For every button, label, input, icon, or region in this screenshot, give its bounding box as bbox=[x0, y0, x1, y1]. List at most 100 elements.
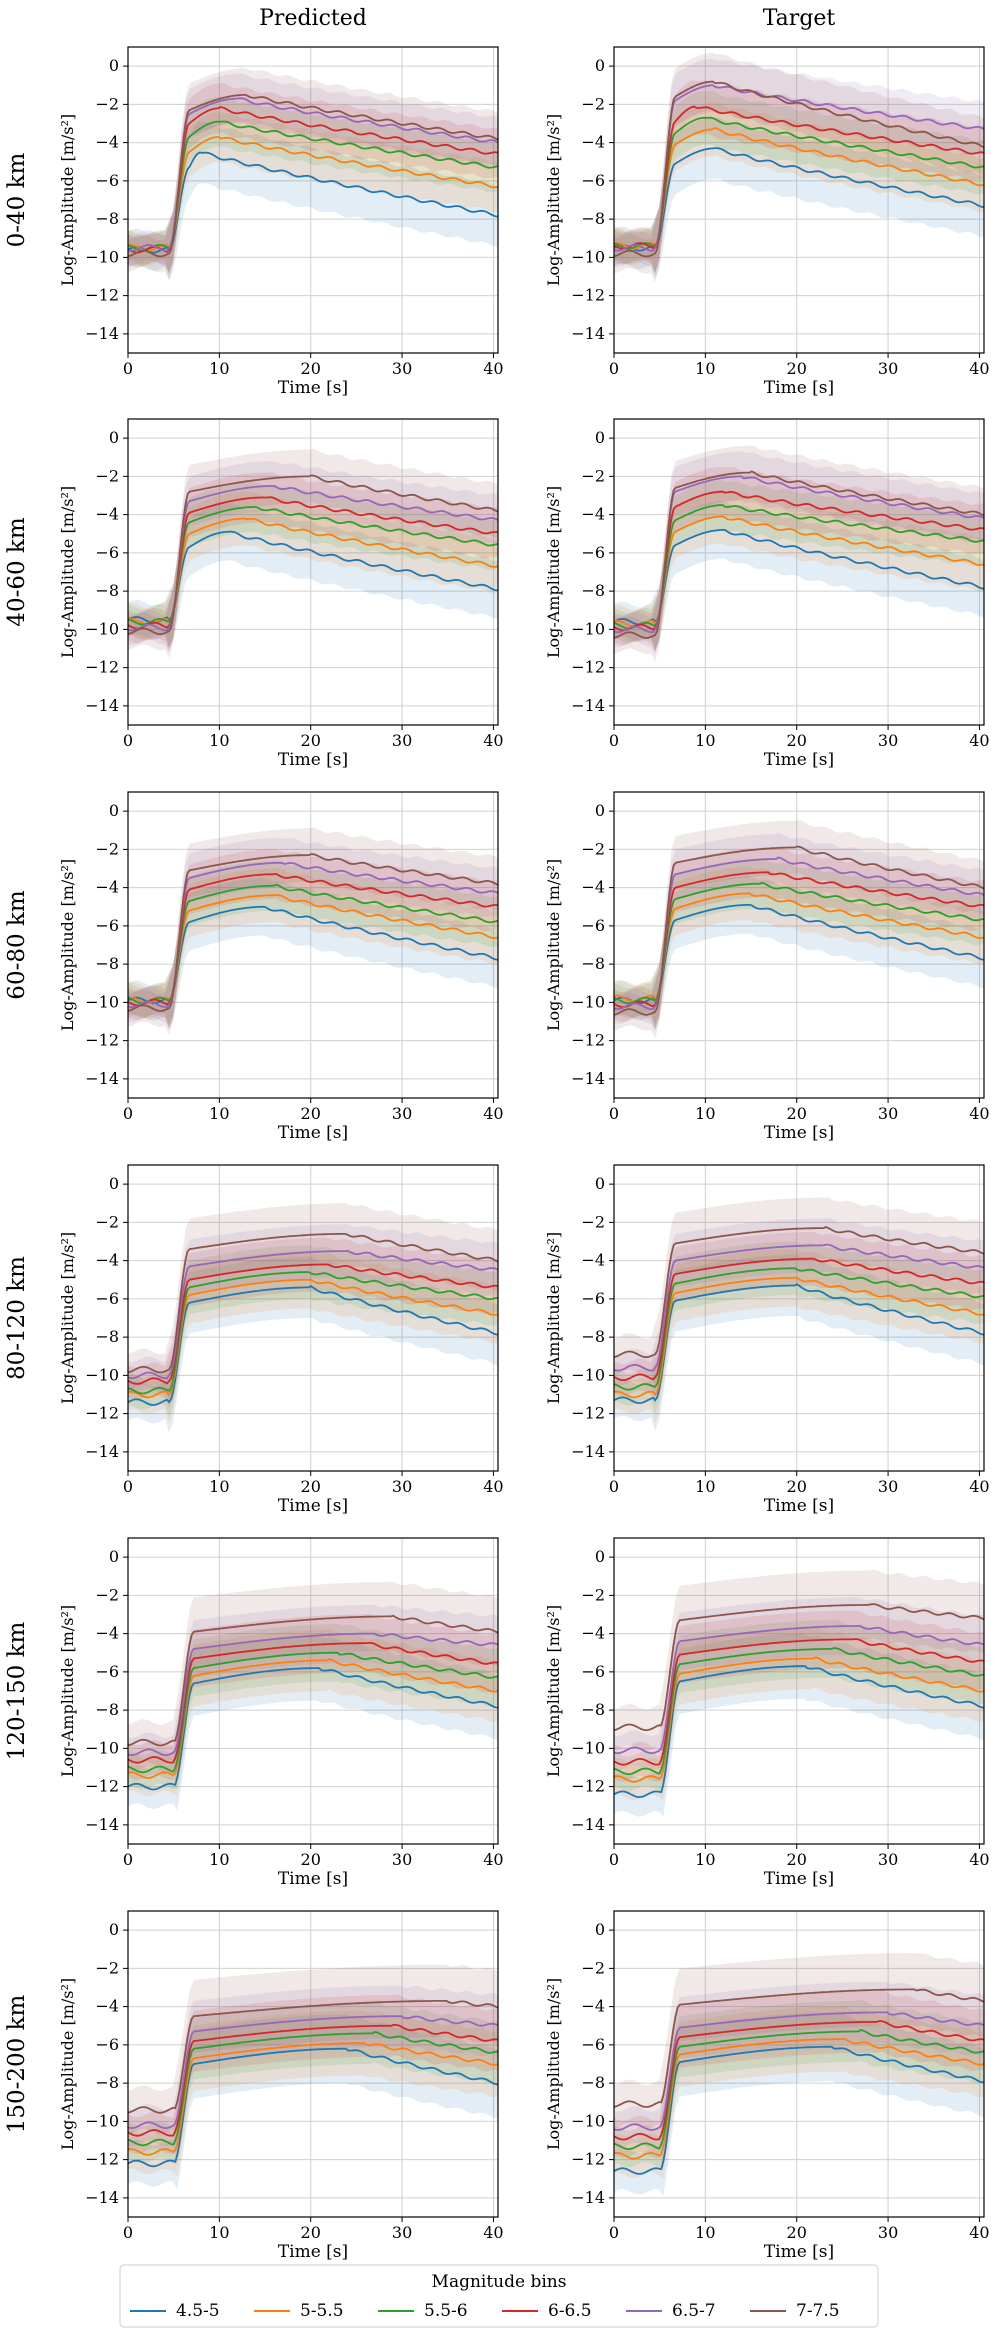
y-tick-label: −4 bbox=[95, 505, 119, 524]
y-tick-label: −2 bbox=[95, 839, 119, 858]
y-tick-label: −2 bbox=[581, 1212, 605, 1231]
legend: Magnitude bins 4.5-5 5-5.5 5.5-6 6-6.5 6.5-7 7… bbox=[119, 2264, 879, 2328]
y-tick-label: −4 bbox=[581, 878, 605, 897]
x-tick-label: 20 bbox=[301, 2223, 321, 2242]
panel-4-1: 0 10 20 30 40 0 −2 −4 −6 −8 −10 −12 −14 Time [s] Log-A… bbox=[544, 1537, 990, 1889]
x-tick-label: 20 bbox=[787, 1850, 807, 1869]
y-tick-label: −2 bbox=[95, 466, 119, 485]
y-tick-label: −10 bbox=[571, 1365, 605, 1384]
band-5.5-6 bbox=[614, 1999, 984, 2169]
x-tick-label: 40 bbox=[483, 1477, 503, 1496]
series-6.5-7 bbox=[128, 1632, 498, 1757]
series-6.5-7 bbox=[128, 97, 498, 252]
series-6.5-7 bbox=[614, 856, 984, 1011]
y-tick-label: −10 bbox=[85, 992, 119, 1011]
y-axis-label: Log-Amplitude [m/s²] bbox=[58, 859, 77, 1031]
band-5-5.5 bbox=[614, 2006, 984, 2180]
legend-label: 4.5-5 bbox=[176, 2301, 220, 2321]
y-tick-label: −2 bbox=[581, 466, 605, 485]
x-tick-label: 20 bbox=[301, 359, 321, 378]
series-6-6.5 bbox=[128, 872, 498, 1007]
x-tick-label: 20 bbox=[301, 1104, 321, 1123]
y-tick-label: −6 bbox=[581, 1289, 605, 1308]
x-tick-label: 20 bbox=[787, 1104, 807, 1123]
series-6-6.5 bbox=[614, 1257, 984, 1381]
y-tick-label: −14 bbox=[571, 1815, 605, 1834]
series-5-5.5 bbox=[128, 2042, 498, 2156]
y-tick-label: −8 bbox=[95, 581, 119, 600]
band-7-7.5 bbox=[128, 1203, 498, 1401]
band-4.5-5 bbox=[614, 1633, 984, 1817]
y-tick-label: −6 bbox=[95, 543, 119, 562]
series-6-6.5 bbox=[128, 106, 498, 254]
band-7-7.5 bbox=[614, 1197, 984, 1385]
plot-frame bbox=[613, 46, 985, 354]
band-5-5.5 bbox=[128, 2010, 498, 2177]
y-axis-label: Log-Amplitude [m/s²] bbox=[544, 486, 563, 658]
band-5-5.5 bbox=[128, 1251, 498, 1424]
series-6.5-7 bbox=[614, 475, 984, 634]
y-tick-label: −4 bbox=[95, 1251, 119, 1270]
x-tick-label: 0 bbox=[609, 1477, 619, 1496]
series-7-7.5 bbox=[614, 80, 984, 258]
band-4.5-5 bbox=[614, 501, 984, 651]
y-tick-label: −6 bbox=[581, 916, 605, 935]
series-7-7.5 bbox=[128, 1614, 498, 1747]
y-tick-label: −2 bbox=[95, 1958, 119, 1977]
series-7-7.5 bbox=[614, 470, 984, 639]
y-tick-label: −8 bbox=[95, 1700, 119, 1719]
x-tick-label: 0 bbox=[123, 1850, 133, 1869]
band-6-6.5 bbox=[128, 1237, 498, 1408]
x-tick-label: 30 bbox=[392, 1104, 412, 1123]
row-label-2: 60-80 km bbox=[4, 890, 30, 1000]
y-tick-label: −8 bbox=[581, 1700, 605, 1719]
y-tick-label: −12 bbox=[85, 1031, 119, 1050]
column-title-0: Predicted bbox=[259, 6, 367, 31]
band-6-6.5 bbox=[128, 472, 498, 651]
y-tick-label: 0 bbox=[109, 428, 119, 447]
x-tick-label: 20 bbox=[301, 731, 321, 750]
plot-frame bbox=[127, 418, 499, 726]
x-tick-label: 10 bbox=[209, 731, 229, 750]
band-6.5-7 bbox=[128, 1604, 498, 1773]
band-5.5-6 bbox=[614, 1619, 984, 1792]
y-tick-label: −2 bbox=[95, 1585, 119, 1604]
band-4.5-5 bbox=[614, 117, 984, 279]
x-tick-label: 20 bbox=[787, 2223, 807, 2242]
band-5-5.5 bbox=[614, 1249, 984, 1424]
row-label-1: 40-60 km bbox=[4, 517, 30, 627]
panel-1-0: 0 10 20 30 40 0 −2 −4 −6 −8 −10 −12 −14 Time [s] Log-A… bbox=[58, 418, 504, 770]
y-tick-label: −2 bbox=[95, 94, 119, 113]
x-tick-label: 0 bbox=[609, 2223, 619, 2242]
x-tick-label: 0 bbox=[123, 1104, 133, 1123]
x-axis-label: Time [s] bbox=[278, 1869, 348, 1889]
series-5-5.5 bbox=[614, 126, 984, 250]
series-4.5-5 bbox=[128, 151, 498, 254]
x-tick-label: 40 bbox=[969, 359, 989, 378]
x-axis-label: Time [s] bbox=[278, 1496, 348, 1516]
y-tick-label: −14 bbox=[85, 1442, 119, 1461]
x-tick-label: 20 bbox=[787, 359, 807, 378]
x-axis-label: Time [s] bbox=[278, 378, 348, 398]
x-tick-label: 40 bbox=[969, 1850, 989, 1869]
y-tick-label: 0 bbox=[595, 1547, 605, 1566]
series-7-7.5 bbox=[128, 93, 498, 258]
x-tick-label: 30 bbox=[878, 2223, 898, 2242]
y-tick-label: −12 bbox=[85, 286, 119, 305]
panel-0-0: 0 10 20 30 40 0 −2 −4 −6 −8 −10 −12 −14 Time [s] Log-A… bbox=[58, 46, 504, 398]
y-tick-label: −12 bbox=[571, 286, 605, 305]
series-5-5.5 bbox=[128, 517, 498, 626]
plot-frame bbox=[613, 1910, 985, 2218]
y-tick-label: −8 bbox=[95, 954, 119, 973]
x-tick-label: 10 bbox=[695, 359, 715, 378]
y-tick-label: −6 bbox=[95, 2035, 119, 2054]
series-6.5-7 bbox=[128, 2015, 498, 2130]
band-4.5-5 bbox=[128, 122, 498, 281]
panel-3-1: 0 10 20 30 40 0 −2 −4 −6 −8 −10 −12 −14 Time [s] Log-A… bbox=[544, 1164, 990, 1516]
row-label-5: 150-200 km bbox=[4, 1995, 30, 2134]
band-6-6.5 bbox=[614, 466, 984, 653]
y-axis-label: Log-Amplitude [m/s²] bbox=[58, 1232, 77, 1404]
x-tick-label: 10 bbox=[209, 1477, 229, 1496]
y-tick-label: −14 bbox=[85, 324, 119, 343]
series-5-5.5 bbox=[128, 894, 498, 1005]
